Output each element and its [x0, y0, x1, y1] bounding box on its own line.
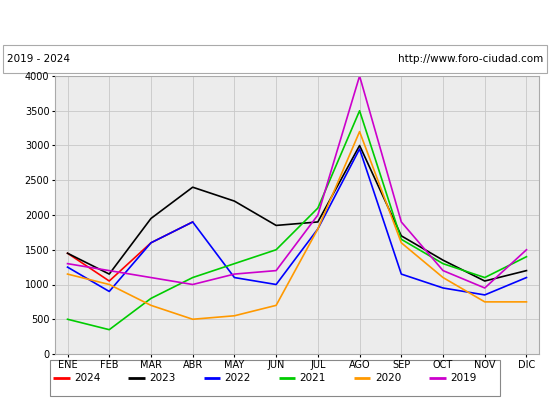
- Text: 2024: 2024: [74, 373, 101, 383]
- Bar: [50, 360, 501, 396]
- Text: 2020: 2020: [375, 373, 401, 383]
- Text: http://www.foro-ciudad.com: http://www.foro-ciudad.com: [398, 54, 543, 64]
- Text: 2021: 2021: [300, 373, 326, 383]
- Text: 2023: 2023: [150, 373, 176, 383]
- Text: 2019: 2019: [450, 373, 476, 383]
- Text: 2022: 2022: [224, 373, 251, 383]
- Text: 2019 - 2024: 2019 - 2024: [7, 54, 70, 64]
- Text: Evolucion Nº Turistas Nacionales en el municipio de Fermoselle: Evolucion Nº Turistas Nacionales en el m…: [28, 15, 522, 29]
